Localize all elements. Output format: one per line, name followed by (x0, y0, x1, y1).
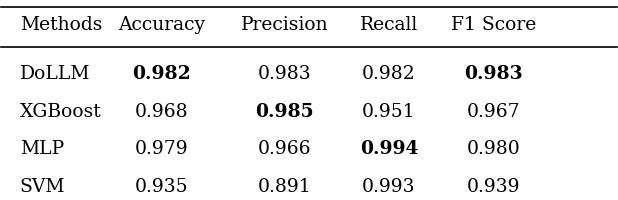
Text: 0.935: 0.935 (135, 178, 188, 196)
Text: 0.966: 0.966 (258, 140, 311, 158)
Text: MLP: MLP (20, 140, 64, 158)
Text: 0.951: 0.951 (362, 103, 416, 121)
Text: Precision: Precision (240, 16, 328, 34)
Text: XGBoost: XGBoost (20, 103, 101, 121)
Text: 0.982: 0.982 (132, 65, 191, 83)
Text: 0.980: 0.980 (467, 140, 520, 158)
Text: Recall: Recall (360, 16, 418, 34)
Text: Methods: Methods (20, 16, 102, 34)
Text: Accuracy: Accuracy (118, 16, 205, 34)
Text: 0.993: 0.993 (362, 178, 416, 196)
Text: 0.967: 0.967 (467, 103, 520, 121)
Text: 0.891: 0.891 (258, 178, 311, 196)
Text: F1 Score: F1 Score (451, 16, 536, 34)
Text: 0.983: 0.983 (258, 65, 311, 83)
Text: 0.985: 0.985 (255, 103, 314, 121)
Text: 0.939: 0.939 (467, 178, 520, 196)
Text: DoLLM: DoLLM (20, 65, 90, 83)
Text: 0.968: 0.968 (135, 103, 188, 121)
Text: 0.979: 0.979 (135, 140, 188, 158)
Text: 0.983: 0.983 (464, 65, 523, 83)
Text: 0.994: 0.994 (360, 140, 418, 158)
Text: 0.982: 0.982 (362, 65, 416, 83)
Text: SVM: SVM (20, 178, 66, 196)
